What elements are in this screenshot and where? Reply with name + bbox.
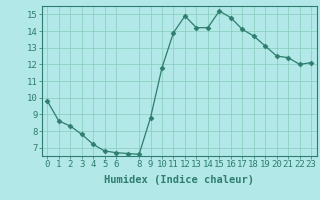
X-axis label: Humidex (Indice chaleur): Humidex (Indice chaleur)	[104, 175, 254, 185]
